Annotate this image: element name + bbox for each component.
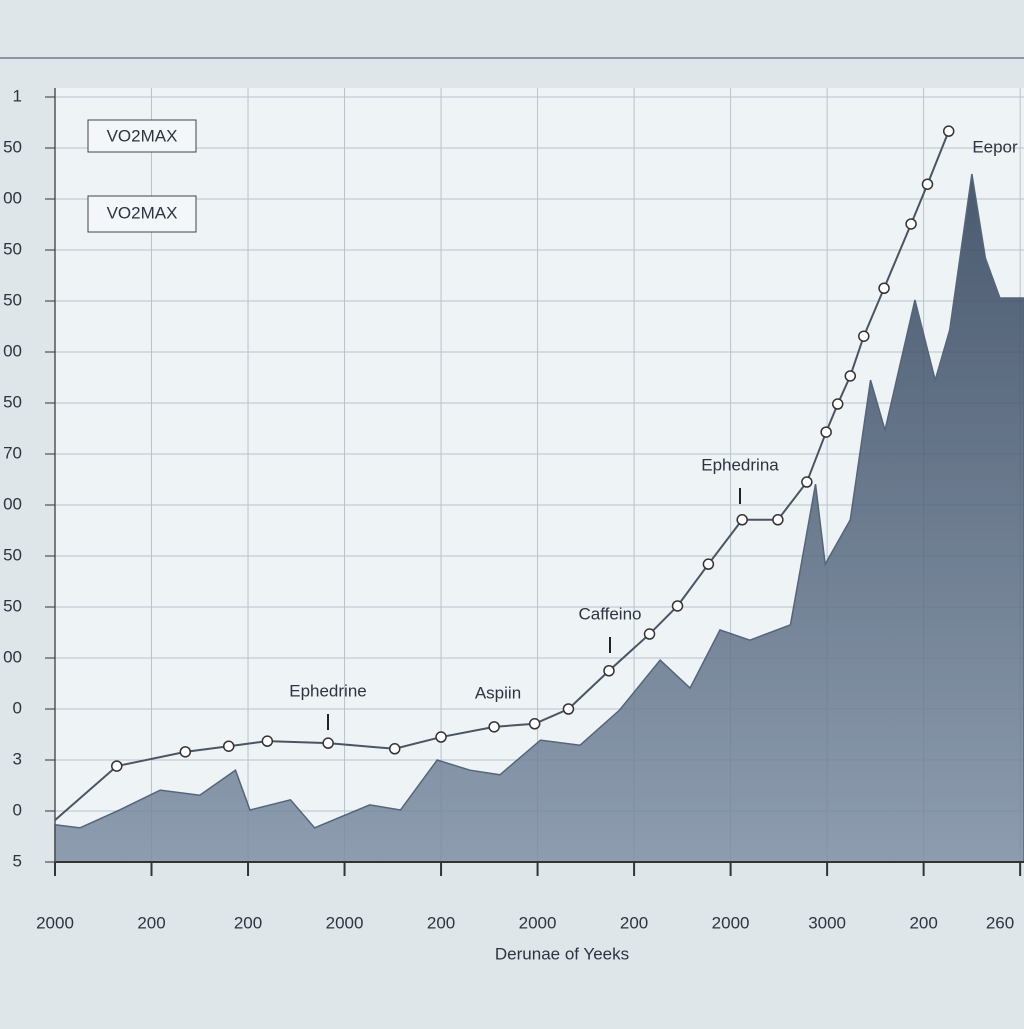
annotation: Ephedrine xyxy=(289,681,367,700)
point xyxy=(179,746,192,758)
y-tick-label: 0 xyxy=(13,800,22,819)
point xyxy=(222,740,235,752)
x-axis-label: Derunae of Yeeks xyxy=(495,944,629,963)
legend-label: VO2MAX xyxy=(107,126,178,145)
legend-box xyxy=(87,119,197,153)
x-tick-label: 200 xyxy=(427,913,455,932)
point xyxy=(322,737,334,749)
x-tick-label: 2000 xyxy=(519,913,557,932)
point xyxy=(905,218,917,230)
y-tick-label: 50 xyxy=(3,290,22,309)
x-tick-label: 2000 xyxy=(36,913,74,932)
point xyxy=(772,514,784,526)
x-tick-label: 200 xyxy=(137,913,165,932)
y-tick-label: 50 xyxy=(3,239,22,258)
line xyxy=(54,130,950,821)
y-tick-label: 70 xyxy=(3,443,22,462)
x-tick-label: 2000 xyxy=(712,913,750,932)
x-tick-label: 200 xyxy=(234,913,262,932)
point xyxy=(844,370,857,382)
point xyxy=(831,398,844,410)
y-tick-label: 00 xyxy=(3,647,22,666)
annotation: Caffeino xyxy=(578,604,641,623)
x-tick-label: 260 xyxy=(986,913,1014,932)
annotation: Aspiin xyxy=(475,683,521,702)
point xyxy=(820,426,832,438)
point xyxy=(671,600,684,612)
point xyxy=(801,476,813,488)
y-tick-label: 1 xyxy=(13,86,22,105)
legend-label: VO2MAX xyxy=(107,203,178,222)
point xyxy=(736,514,748,526)
area xyxy=(54,173,1024,863)
y-tick-label: 50 xyxy=(3,596,22,615)
x-tick-label: 200 xyxy=(909,913,937,932)
y-tick-label: 5 xyxy=(13,851,22,870)
x-tick-label: 200 xyxy=(620,913,648,932)
y-tick-label: 00 xyxy=(3,494,22,513)
annotation: Eepor xyxy=(972,137,1018,156)
point xyxy=(921,178,934,190)
point xyxy=(942,125,955,137)
x-tick-label: 3000 xyxy=(808,913,846,932)
point xyxy=(603,665,615,677)
y-tick-label: 50 xyxy=(3,137,22,156)
y-tick-label: 50 xyxy=(3,392,22,411)
point xyxy=(562,703,575,715)
y-tick-label: 00 xyxy=(3,341,22,360)
point xyxy=(858,330,870,342)
point xyxy=(528,718,541,730)
annotation: Ephedrina xyxy=(701,455,779,474)
point xyxy=(261,735,274,747)
legend-box xyxy=(87,195,197,233)
point xyxy=(878,282,890,294)
y-tick-label: 3 xyxy=(13,749,22,768)
point xyxy=(111,760,123,772)
point xyxy=(702,558,715,570)
point xyxy=(643,628,656,640)
y-tick-label: 50 xyxy=(3,545,22,564)
point xyxy=(488,721,500,733)
point xyxy=(388,743,401,755)
y-tick-label: 0 xyxy=(13,698,22,717)
x-tick-label: 2000 xyxy=(326,913,364,932)
point xyxy=(435,731,447,743)
y-tick-label: 00 xyxy=(3,188,22,207)
